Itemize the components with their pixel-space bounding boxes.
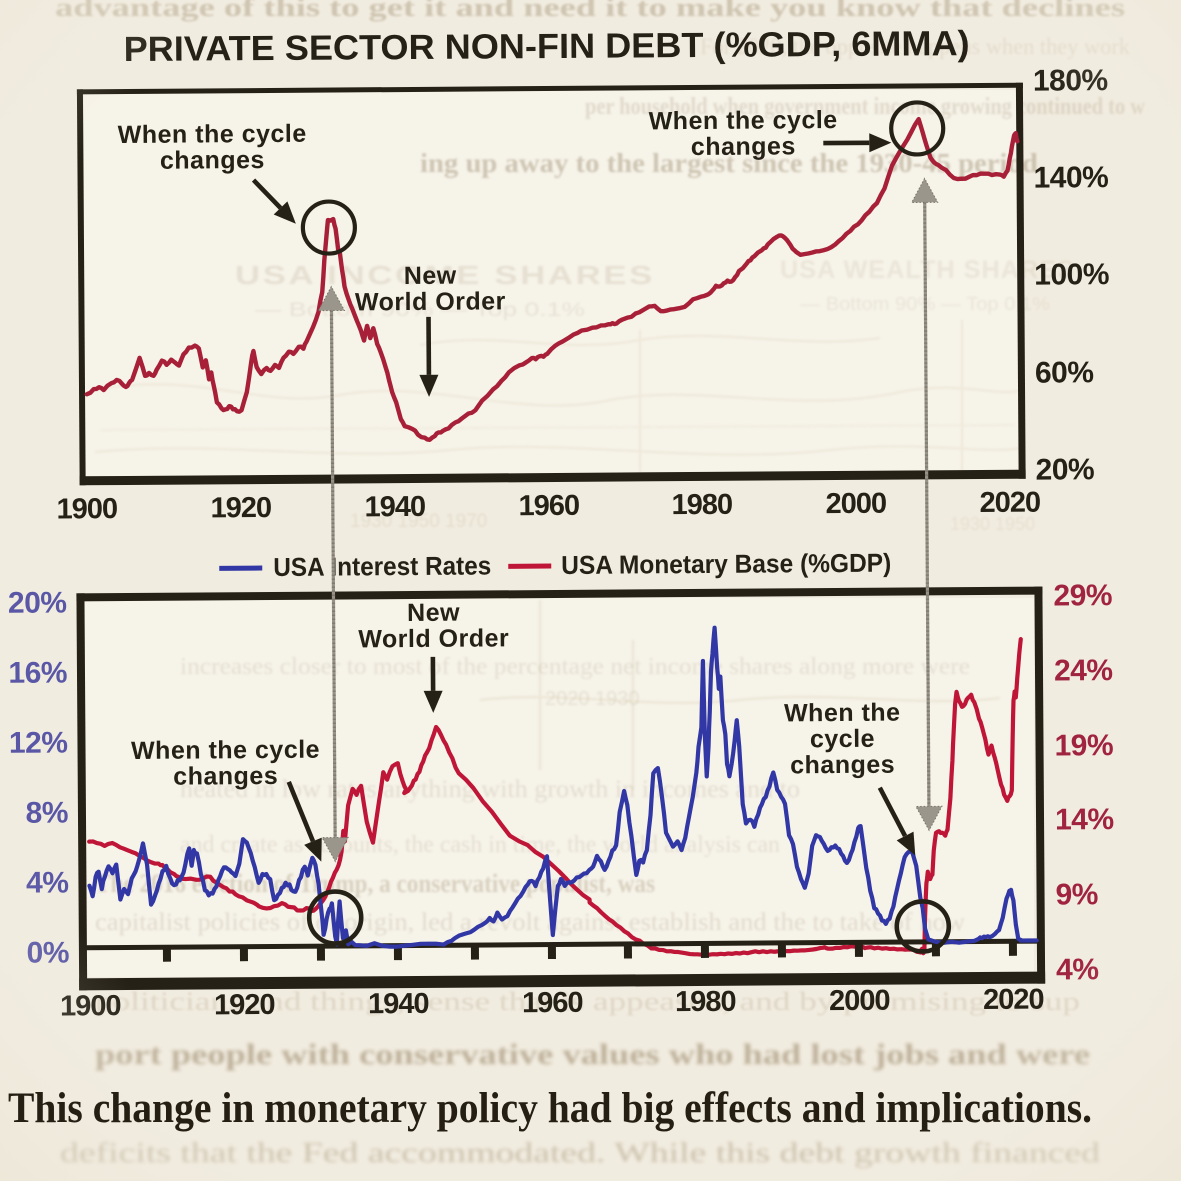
svg-text:This change in monetary policy: This change in monetary policy had big e… [8, 1085, 1092, 1132]
